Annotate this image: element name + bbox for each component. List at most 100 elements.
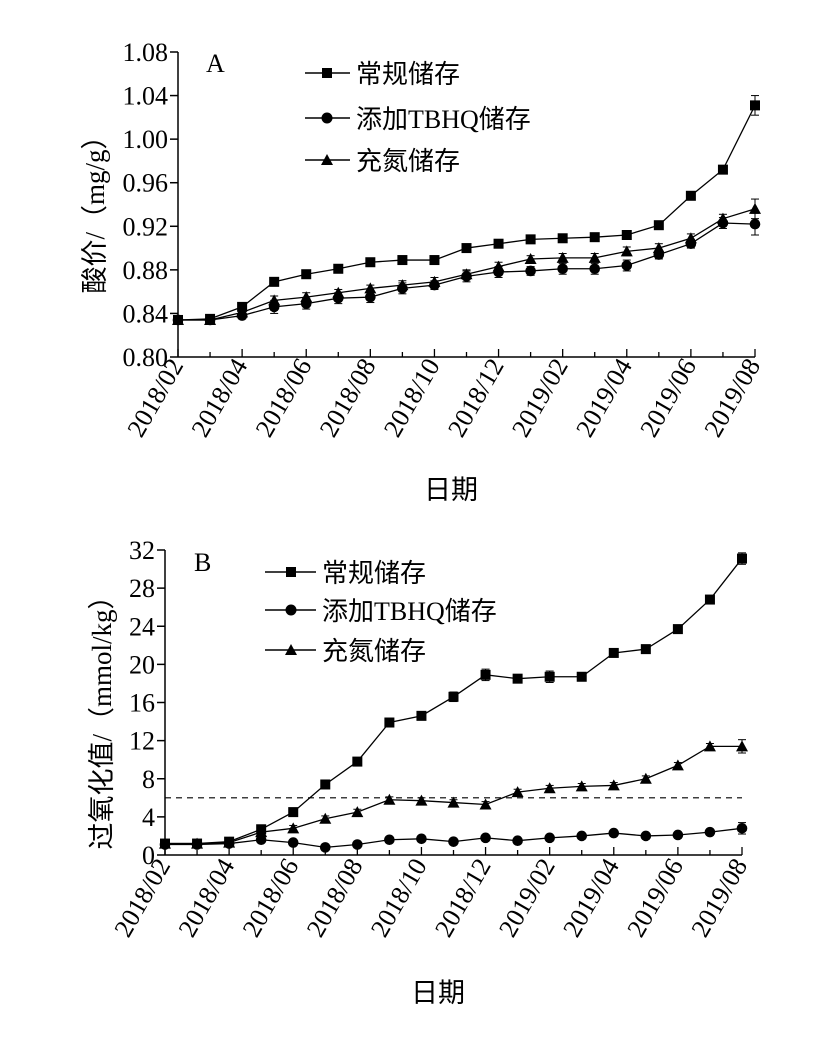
panel-b-letter: B — [194, 548, 211, 577]
panel-b-x-tick-label: 2018/10 — [365, 854, 433, 942]
panel-b-legend: 常规储存 添加TBHQ储存 充氮储存 — [265, 559, 497, 666]
panel-a-legend-label-nitrogen: 充氮储存 — [356, 147, 460, 176]
panel-a-point-square — [493, 238, 504, 249]
panel-b-point-circle — [352, 839, 363, 850]
panel-b-x-tick-label: 2019/06 — [621, 854, 689, 942]
panel-b-point-triangle — [159, 837, 171, 849]
panel-b-y-tick-label: 8 — [142, 765, 155, 794]
panel-b-point-circle — [480, 832, 491, 844]
panel-b-point-circle — [448, 836, 459, 847]
panel-b-point-circle — [544, 832, 555, 844]
panel-b-point-square — [512, 673, 523, 684]
panel-b-y-tick-label: 0 — [142, 841, 155, 870]
panel-a-point-square — [750, 100, 760, 111]
panel-a-point-square — [461, 243, 472, 254]
panel-b-x-tick-label: 2018/12 — [429, 854, 497, 942]
panel-a-x-tick-label: 2018/06 — [250, 354, 318, 442]
panel-b-point-triangle — [383, 793, 396, 805]
panel-b-x-tick-label: 2019/02 — [493, 854, 561, 942]
panel-b-x-axis-title: 日期 — [411, 978, 465, 1008]
panel-a-acid-value-chart: A 0.80 0.84 0.88 0.92 0.96 1.00 1.04 1.08 2018/0… — [80, 38, 766, 505]
panel-b-y-tick-label: 32 — [129, 536, 155, 565]
panel-b-point-circle — [736, 823, 748, 834]
panel-b-legend-item-nitrogen: 充氮储存 — [265, 637, 426, 666]
panel-a-point-square — [717, 164, 728, 175]
panel-b-point-triangle — [255, 826, 268, 838]
panel-a-point-triangle — [332, 286, 345, 298]
panel-b-legend-item-regular: 常规储存 — [265, 559, 426, 588]
panel-a-point-square — [685, 190, 696, 201]
panel-b-y-axis-title: 过氧化值/（mmol/kg） — [87, 582, 117, 849]
panel-a-point-triangle — [364, 282, 377, 294]
panel-a-legend-label-regular: 常规储存 — [356, 60, 460, 89]
panel-a-x-tick-label: 2018/10 — [378, 354, 446, 442]
panel-a-point-triangle — [268, 294, 281, 306]
panel-a-point-square — [653, 220, 664, 231]
panel-a-legend-item-nitrogen: 充氮储存 — [305, 147, 460, 176]
panel-b-point-triangle — [287, 822, 300, 834]
panel-b-point-square — [640, 644, 651, 655]
panel-a-point-triangle — [620, 245, 633, 257]
panel-a-point-square — [429, 255, 440, 266]
panel-a-point-circle — [749, 218, 761, 230]
panel-a-point-circle — [621, 260, 633, 271]
panel-b-x-tick-label: 2019/08 — [685, 854, 753, 942]
panel-b-point-circle — [416, 833, 427, 845]
panel-b-point-square — [288, 807, 299, 818]
panel-a-y-tick-label: 0.92 — [123, 212, 169, 241]
panel-b-point-square — [320, 779, 331, 790]
panel-b-legend-label-tbhq: 添加TBHQ储存 — [322, 597, 497, 626]
panel-b-point-triangle — [479, 798, 492, 810]
panel-a-point-square — [365, 257, 376, 268]
panel-a-point-triangle — [556, 251, 569, 263]
panel-b-x-tick-label: 2018/06 — [237, 854, 305, 942]
panel-a-x-tick-label: 2019/04 — [570, 354, 638, 442]
panel-a-y-tick-label: 0.80 — [123, 343, 169, 372]
panel-a-y-tick-label: 1.00 — [123, 125, 169, 154]
panel-b-point-triangle — [511, 786, 524, 798]
panel-a-series-line — [177, 105, 756, 321]
panel-a-legend-item-regular: 常规储存 — [305, 60, 460, 89]
panel-a-point-triangle — [300, 291, 313, 303]
panel-b-point-circle — [384, 834, 395, 846]
panel-b-point-circle — [512, 835, 523, 847]
panel-b-point-square — [384, 717, 395, 728]
panel-a-legend-label-tbhq: 添加TBHQ储存 — [356, 105, 531, 134]
panel-a-series-triangle — [172, 198, 761, 325]
panel-a-x-tick-label: 2018/12 — [442, 354, 510, 442]
panel-a-point-square — [301, 269, 312, 280]
panel-b-y-tick-label: 20 — [129, 650, 155, 679]
panel-a-point-square — [525, 234, 536, 245]
panel-a-point-triangle — [749, 202, 761, 214]
panel-a-x-tick-label: 2018/08 — [314, 354, 382, 442]
panel-a-point-square — [589, 232, 600, 243]
panel-b-point-square — [480, 669, 491, 680]
panel-b-x-tick-label: 2018/02 — [108, 854, 176, 942]
panel-a-point-triangle — [588, 251, 601, 263]
panel-a-point-circle — [365, 291, 376, 303]
panel-a-series — [172, 95, 761, 326]
panel-a-y-tick-label: 1.04 — [123, 82, 169, 111]
panel-b-point-square — [704, 594, 715, 605]
panel-b-series-triangle — [159, 739, 748, 849]
panel-a-point-triangle — [652, 242, 665, 254]
panel-b-peroxide-value-chart: B 0481216202428322018/022018/042018/0620… — [87, 536, 753, 1008]
panel-b-point-square — [352, 756, 363, 767]
panel-b-point-square — [608, 647, 619, 658]
panel-b-legend-label-nitrogen: 充氮储存 — [322, 637, 426, 666]
panel-b-point-triangle — [575, 780, 588, 792]
panel-a-legend: 常规储存 添加TBHQ储存 充氮储存 — [305, 60, 531, 176]
panel-b-point-square — [672, 624, 683, 635]
panel-a-legend-item-tbhq: 添加TBHQ储存 — [305, 105, 531, 134]
panel-b-point-square — [416, 710, 427, 721]
panel-b-y-tick-label: 28 — [129, 574, 155, 603]
panel-b-series — [159, 552, 748, 853]
panel-b-point-triangle — [191, 837, 204, 849]
panel-b-point-circle — [672, 829, 684, 841]
panel-a-y-axis-title: 酸价/（mg/g） — [80, 122, 110, 293]
panel-b-point-triangle — [223, 836, 236, 848]
panel-a-point-triangle — [492, 260, 505, 272]
panel-b-point-circle — [704, 826, 716, 838]
panel-a-point-circle — [557, 263, 568, 275]
panel-b-point-triangle — [447, 796, 460, 808]
